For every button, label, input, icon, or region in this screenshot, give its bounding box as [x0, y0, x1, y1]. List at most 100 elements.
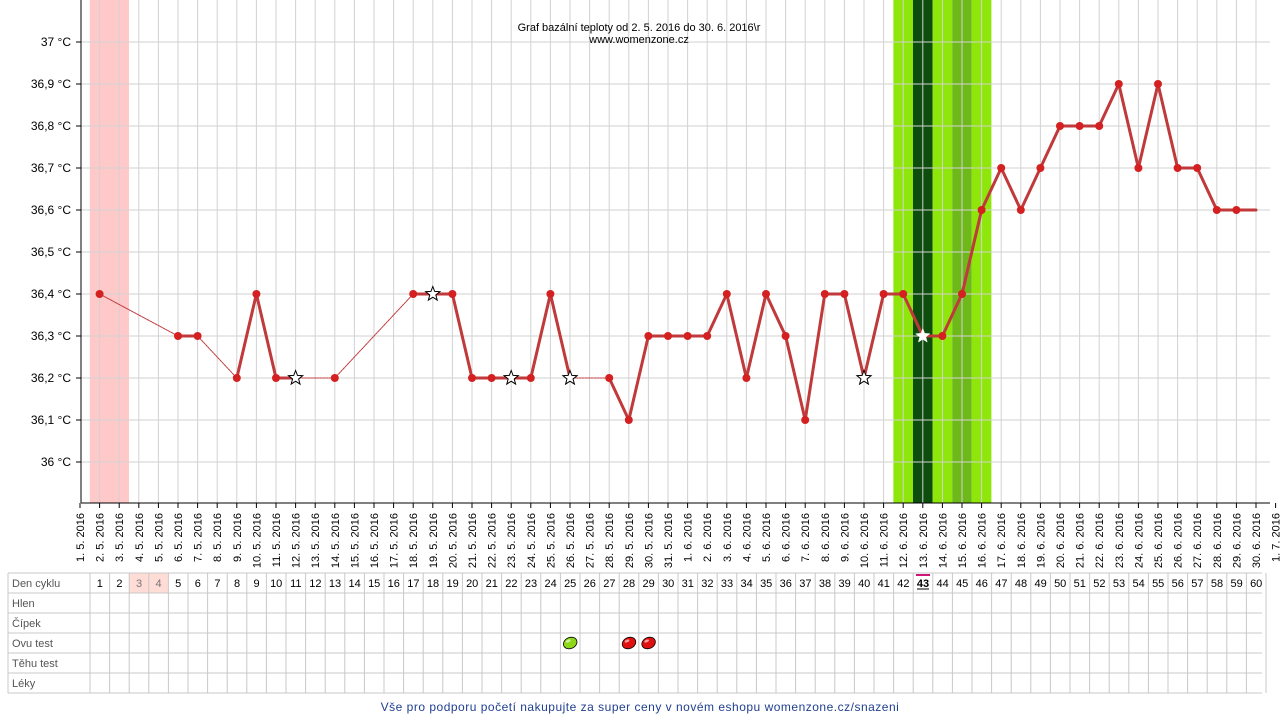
x-tick-label: 14. 6. 2016: [937, 513, 949, 568]
table-row-label: Hlen: [12, 598, 35, 610]
x-tick-label: 25. 6. 2016: [1153, 513, 1165, 568]
cycle-day-number: 15: [368, 578, 380, 590]
x-tick-label: 18. 6. 2016: [1016, 513, 1028, 568]
x-tick-label: 29. 6. 2016: [1231, 513, 1243, 568]
ovu-test-negative-icon: [563, 636, 578, 650]
y-tick-label: 36,2 °C: [31, 371, 71, 385]
x-tick-label: 20. 5. 2016: [447, 513, 459, 568]
data-point: [958, 290, 966, 298]
line-segment-dotted: [197, 335, 238, 379]
x-tick-label: 31. 5. 2016: [663, 513, 675, 568]
x-tick-label: 8. 6. 2016: [820, 513, 832, 562]
data-point: [468, 374, 476, 382]
y-tick-label: 36,9 °C: [31, 77, 71, 91]
eshop-promo-link[interactable]: Vše pro podporu početí nakupujte za supe…: [380, 700, 900, 714]
table-row-label: Ovu test: [12, 638, 53, 650]
data-point: [997, 164, 1006, 172]
data-point: [409, 290, 418, 298]
cycle-day-number: 47: [995, 578, 1007, 590]
line-segment: [1117, 82, 1140, 170]
data-point: [1095, 122, 1104, 130]
x-tick-label: 4. 6. 2016: [741, 513, 753, 562]
x-tick-label: 28. 6. 2016: [1212, 513, 1224, 568]
x-tick-label: 21. 5. 2016: [467, 513, 479, 568]
star-marker: [855, 369, 873, 386]
line-segment: [960, 208, 984, 296]
data-point: [1036, 164, 1045, 172]
data-point: [546, 290, 555, 298]
table-row-label: Den cyklu: [12, 578, 60, 590]
x-tick-label: 10. 5. 2016: [251, 513, 263, 568]
x-tick-label: 21. 6. 2016: [1075, 513, 1087, 568]
cycle-day-number: 33: [721, 578, 733, 590]
cycle-day-number: 43: [917, 578, 929, 590]
x-tick-label: 9. 6. 2016: [839, 513, 851, 562]
x-tick-label: 27. 5. 2016: [585, 513, 597, 568]
data-point: [722, 290, 731, 298]
x-tick-label: 16. 5. 2016: [369, 513, 381, 568]
data-point: [193, 332, 202, 340]
cycle-day-number: 57: [1191, 578, 1203, 590]
data-point: [840, 290, 849, 298]
cycle-day-number: 8: [234, 578, 240, 590]
cycle-day-number: 26: [584, 578, 596, 590]
data-point: [232, 374, 241, 382]
x-tick-label: 12. 5. 2016: [291, 513, 303, 568]
cycle-day-number: 45: [956, 578, 968, 590]
x-tick-label: 26. 6. 2016: [1173, 513, 1185, 568]
star-marker: [502, 369, 520, 386]
x-tick-label: 16. 6. 2016: [977, 513, 989, 568]
star-marker: [287, 369, 305, 386]
line-segment: [529, 292, 552, 380]
data-point: [330, 374, 339, 382]
x-tick-label: 22. 5. 2016: [487, 513, 499, 568]
y-tick-label: 36,5 °C: [31, 245, 71, 259]
y-tick-label: 36,6 °C: [31, 203, 71, 217]
cycle-day-number: 30: [662, 578, 674, 590]
cycle-day-highlight: [129, 573, 149, 593]
chart-subtitle: www.womenzone.cz: [588, 34, 689, 46]
cycle-day-number: 25: [564, 578, 576, 590]
cycle-day-number: 3: [136, 578, 142, 590]
cycle-day-number: 36: [780, 578, 792, 590]
x-tick-label: 3. 6. 2016: [722, 513, 734, 562]
line-segment: [744, 292, 768, 380]
temperature-points: [95, 80, 1241, 424]
data-point: [448, 290, 457, 298]
cycle-day-number: 7: [214, 578, 220, 590]
cycle-day-number: 42: [897, 578, 909, 590]
x-tick-label: 4. 5. 2016: [134, 513, 146, 562]
data-point: [272, 374, 280, 382]
x-tick-label: 30. 5. 2016: [643, 513, 655, 568]
x-tick-label: 30. 6. 2016: [1251, 513, 1263, 568]
data-point: [1173, 164, 1182, 172]
cycle-day-number: 51: [1074, 578, 1086, 590]
x-tick-label: 15. 6. 2016: [957, 513, 969, 568]
cycle-day-number: 56: [1172, 578, 1184, 590]
line-segment: [784, 334, 807, 422]
cycle-day-number: 24: [544, 578, 556, 590]
cycle-day-number: 23: [525, 578, 537, 590]
line-segment: [1136, 82, 1160, 170]
x-tick-label: 26. 5. 2016: [565, 513, 577, 568]
cycle-day-number: 10: [270, 578, 282, 590]
cycle-day-number: 27: [603, 578, 615, 590]
cycle-day-number: 48: [1015, 578, 1027, 590]
y-tick-label: 36,4 °C: [31, 287, 71, 301]
data-point: [703, 332, 712, 340]
line-segment: [1038, 124, 1062, 170]
cycle-day-number: 34: [740, 578, 752, 590]
x-tick-label: 5. 5. 2016: [153, 513, 165, 562]
cycle-day-number: 29: [642, 578, 654, 590]
cycle-day-number: 5: [175, 578, 181, 590]
cycle-day-number: 50: [1054, 578, 1066, 590]
data-point: [742, 374, 751, 382]
cycle-day-number: 22: [505, 578, 517, 590]
data-point: [781, 332, 790, 340]
x-tick-label: 28. 5. 2016: [604, 513, 616, 568]
ovu-test-positive-icon: [621, 636, 637, 650]
data-point: [174, 332, 182, 340]
x-tick-label: 23. 6. 2016: [1114, 513, 1126, 568]
x-tick-label: 6. 5. 2016: [173, 513, 185, 562]
x-tick-label: 1. 5. 2016: [75, 513, 87, 562]
